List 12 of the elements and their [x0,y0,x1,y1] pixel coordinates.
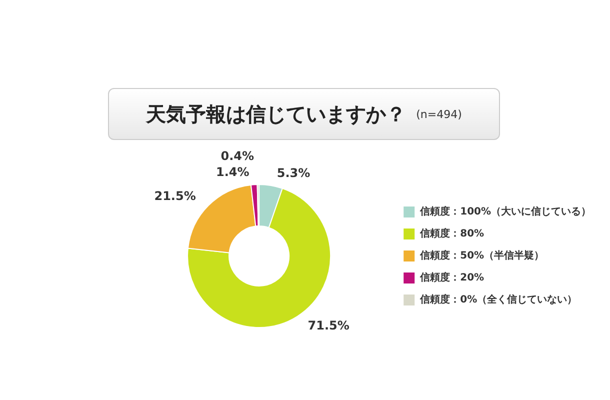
data-label: 21.5% [154,189,196,204]
data-label: 0.4% [220,148,254,163]
chart-subtitle: (n=494) [416,108,462,120]
legend-label: 信頼度：0%（全く信じていない） [419,294,578,306]
legend-label: 信頼度：100%（大いに信じている） [419,206,592,218]
data-label: 71.5% [308,318,350,333]
chart-title: 天気予報は信じていますか？ [146,100,406,128]
data-label: 1.4% [216,164,250,179]
legend-label: 信頼度：20% [419,272,484,284]
data-label: 5.3% [276,166,310,180]
legend-label: 信頼度：50%（半信半疑） [419,250,544,262]
legend-label: 信頼度：80% [419,228,484,240]
